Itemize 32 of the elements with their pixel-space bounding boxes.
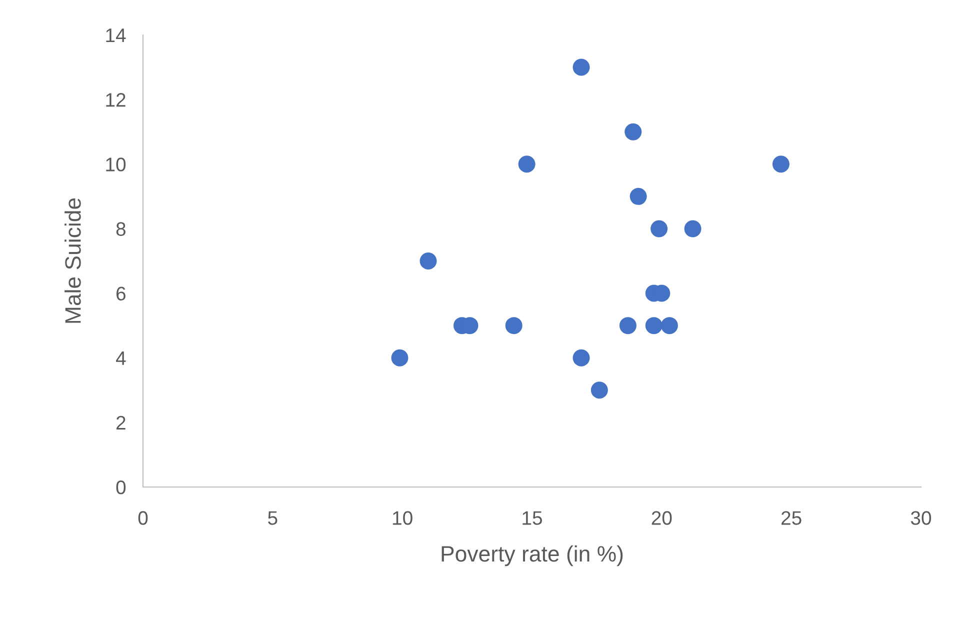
point (645, 317, 662, 334)
y-tick-label: 6 (116, 286, 126, 301)
point (624, 123, 642, 140)
point (590, 382, 608, 399)
point (660, 317, 678, 334)
y-tick-label: 0 (116, 480, 126, 494)
point (619, 317, 636, 334)
x-tick-label: 5 (268, 511, 278, 525)
x-tick-label: 20 (652, 511, 672, 525)
point (518, 156, 536, 173)
point (572, 58, 590, 76)
y-tick-label: 2 (116, 416, 126, 430)
point (420, 252, 437, 270)
point (505, 317, 522, 334)
x-tick-label: 15 (522, 511, 542, 525)
y-tick-label: 14 (106, 28, 126, 42)
x-axis-title: Poverty rate (in %) (442, 545, 623, 566)
x-tick-label: 0 (138, 511, 148, 525)
y-tick-label: 8 (116, 222, 126, 236)
x-tick-label: 25 (782, 511, 802, 525)
y-tick-label: 10 (106, 158, 126, 172)
x-tick-label: 30 (910, 511, 932, 525)
point (684, 220, 702, 238)
point (650, 220, 668, 238)
x-tick-label: 10 (393, 511, 412, 525)
y-axis-title: Male Suicide (64, 198, 81, 323)
y-tick-label: 12 (106, 93, 126, 107)
y-tick-label: 4 (116, 352, 126, 365)
point (772, 156, 790, 173)
point (391, 349, 408, 366)
point (630, 188, 647, 205)
point (572, 349, 590, 366)
